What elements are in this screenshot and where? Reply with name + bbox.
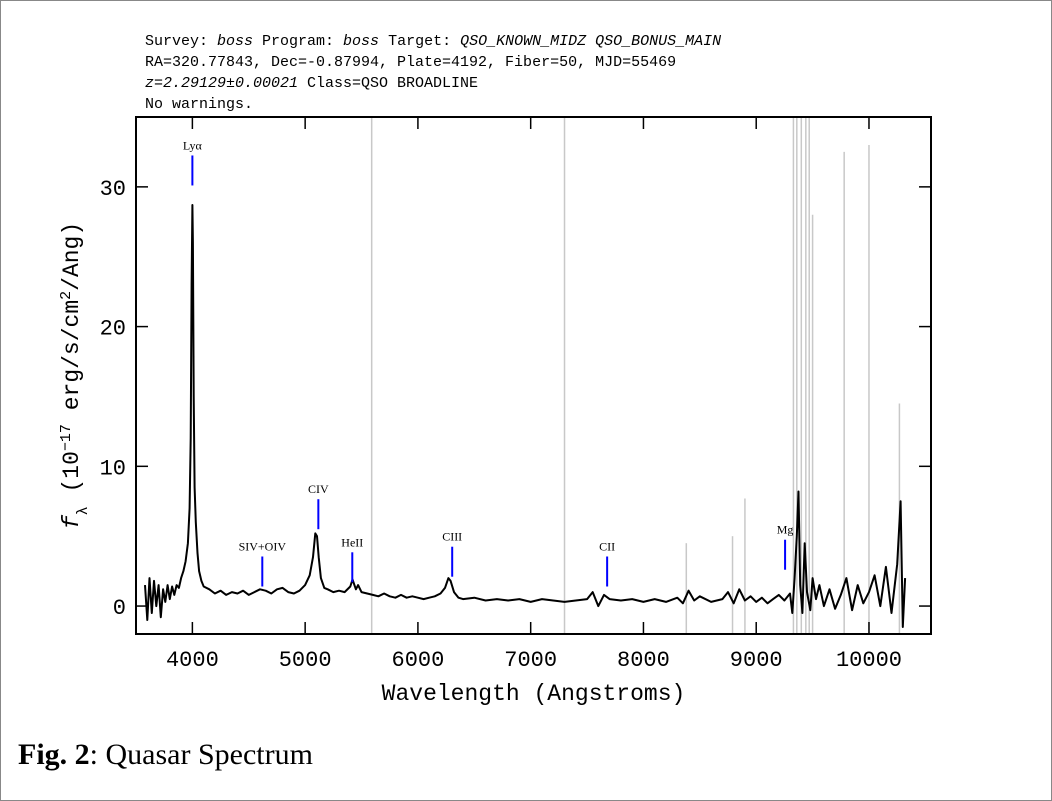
emission-label: SIV+OIV	[239, 539, 287, 553]
caption-label: Fig. 2	[18, 738, 90, 771]
x-axis-label: Wavelength (Angstroms)	[382, 681, 686, 707]
header-line: Survey: boss Program: boss Target: QSO_K…	[145, 33, 721, 50]
y-label-text: 2	[58, 291, 75, 300]
header-text: Program:	[253, 33, 343, 50]
header-text: Survey:	[145, 33, 217, 50]
header-line: z=2.29129±0.00021 Class=QSO BROADLINE	[145, 75, 478, 92]
plot-area	[144, 117, 907, 634]
header-text: RA=320.77843, Dec=-0.87994, Plate=4192, …	[145, 54, 676, 71]
header-text: boss	[343, 33, 379, 50]
y-label-text: f	[59, 514, 85, 529]
emission-label: Lyα	[183, 138, 203, 152]
y-label-text: (10	[59, 451, 85, 506]
emission-label: CIII	[442, 530, 462, 544]
caption-text: : Quasar Spectrum	[90, 738, 313, 771]
header-text: z=2.29129±0.00021	[145, 75, 298, 92]
emission-label: CIV	[308, 482, 329, 496]
header-text: No warnings.	[145, 96, 253, 113]
y-label-text: erg/s/cm	[59, 300, 85, 424]
plot-frame	[135, 116, 932, 635]
x-tick-label: 8000	[617, 648, 670, 673]
y-label-text: −17	[58, 424, 75, 451]
x-tick-label: 5000	[279, 648, 332, 673]
header-text: Target:	[379, 33, 460, 50]
header-text: QSO_KNOWN_MIDZ QSO_BONUS_MAIN	[460, 33, 721, 50]
spectrum-line	[144, 204, 907, 628]
x-tick-label: 9000	[730, 648, 783, 673]
y-axis-label: fλ (10−17 erg/s/cm2/Ang)	[58, 222, 92, 529]
y-tick-label: 0	[113, 596, 126, 621]
x-tick-label: 10000	[836, 648, 902, 673]
header-text: boss	[217, 33, 253, 50]
header-line: No warnings.	[145, 96, 253, 113]
y-tick-label: 20	[100, 317, 126, 342]
caption: Fig. 2: Quasar Spectrum	[18, 738, 313, 771]
y-label-text: λ	[75, 506, 92, 515]
y-label-text: /Ang)	[59, 222, 85, 291]
x-tick-label: 4000	[166, 648, 219, 673]
emission-label: Mg	[777, 523, 794, 537]
x-tick-label: 7000	[504, 648, 557, 673]
y-tick-label: 30	[100, 177, 126, 202]
emission-label: HeII	[341, 535, 363, 549]
header-text: Class=QSO BROADLINE	[298, 75, 478, 92]
x-tick-label: 6000	[392, 648, 445, 673]
y-tick-label: 10	[100, 456, 126, 481]
header-line: RA=320.77843, Dec=-0.87994, Plate=4192, …	[145, 54, 676, 71]
emission-label: CII	[599, 539, 615, 553]
